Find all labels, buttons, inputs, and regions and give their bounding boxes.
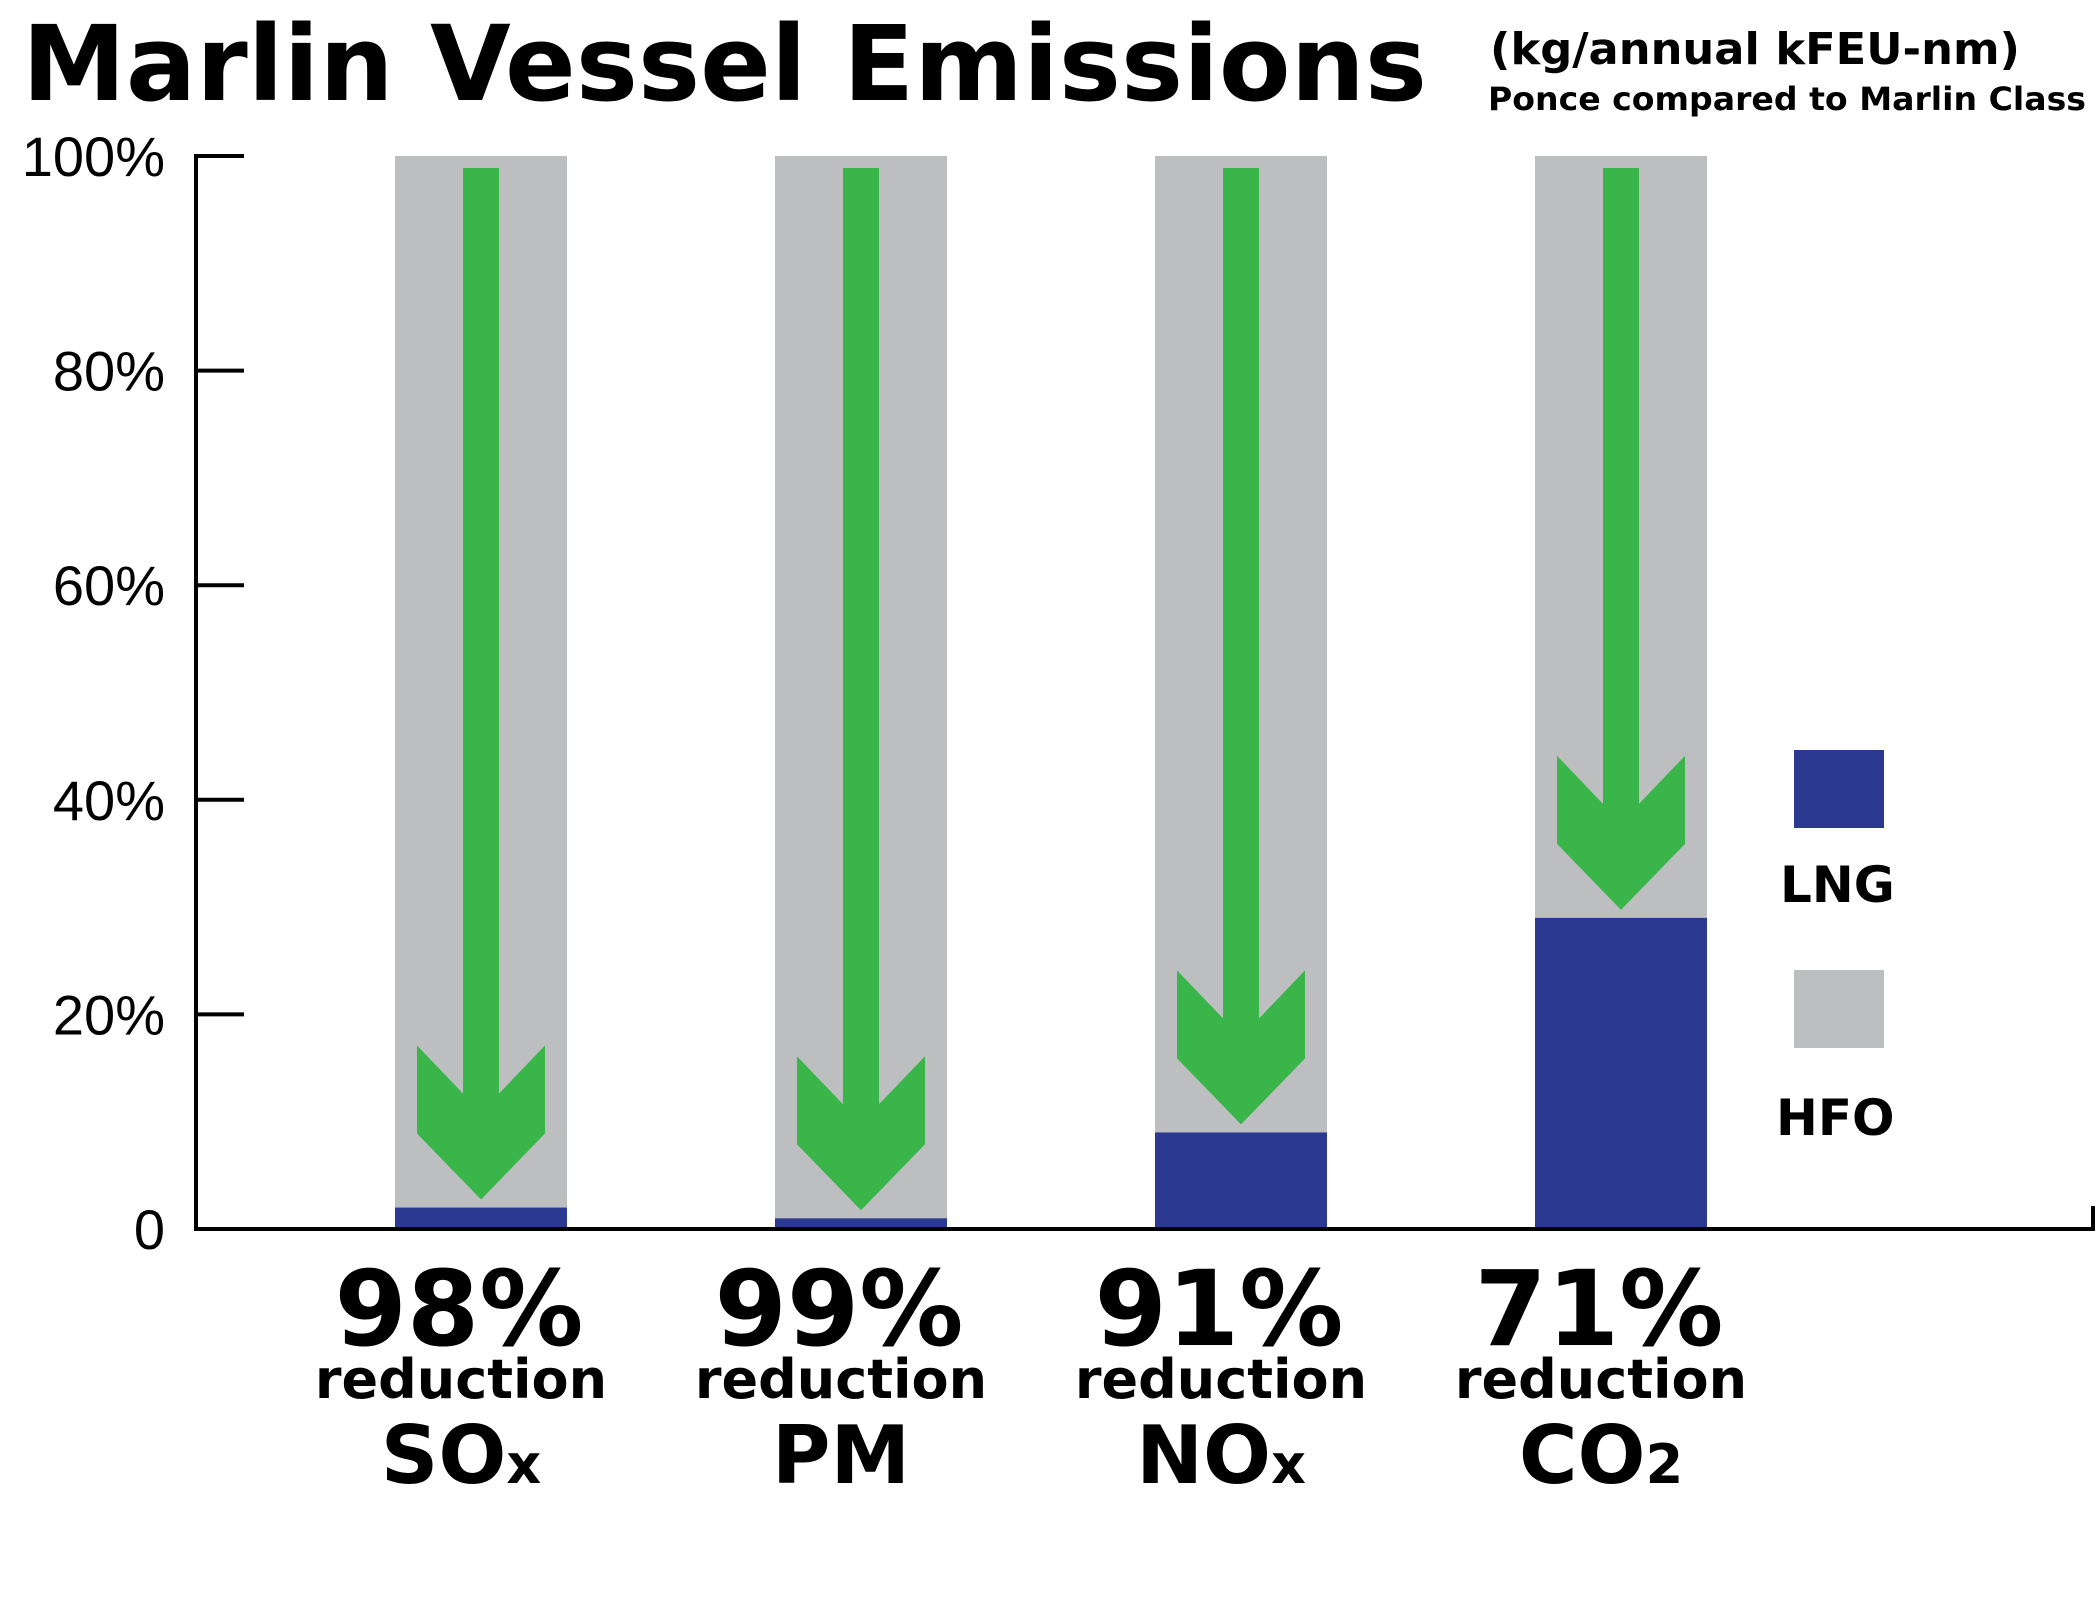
- bar-lng-1: [775, 1218, 947, 1229]
- reduction-label-0: reduction: [315, 1348, 607, 1411]
- bar-lng-2: [1155, 1132, 1327, 1229]
- reduction-arrow-2: [1177, 168, 1305, 1125]
- reduction-arrow-0: [417, 168, 545, 1200]
- reduction-arrow-3: [1557, 168, 1685, 910]
- legend-label-lng: LNG: [1780, 856, 1895, 914]
- reduction-label-2: reduction: [1075, 1348, 1367, 1411]
- y-tick-label-0: 0: [134, 1198, 165, 1261]
- reduction-percent-1: 99%: [715, 1248, 964, 1370]
- legend-label-hfo: HFO: [1776, 1089, 1895, 1147]
- reduction-label-1: reduction: [695, 1348, 987, 1411]
- reduction-percent-2: 91%: [1095, 1248, 1344, 1370]
- reduction-percent-0: 98%: [335, 1248, 584, 1370]
- pollutant-label-2: NOx: [1136, 1409, 1306, 1502]
- category-labels: 98%reductionSOx99%reductionPM91%reductio…: [315, 1248, 1747, 1502]
- chart-title: Marlin Vessel Emissions: [22, 3, 1427, 125]
- x-axis-line: [196, 1206, 2095, 1231]
- bar-lng-0: [395, 1207, 567, 1229]
- pollutant-label-0: SOx: [381, 1409, 542, 1502]
- y-tick-label-2: 40%: [53, 769, 165, 832]
- y-tick-label-3: 60%: [53, 554, 165, 617]
- axes: 0 20% 40% 60% 80% 100%: [22, 125, 2095, 1261]
- y-tick-label-5: 100%: [22, 125, 165, 188]
- pollutant-label-3: CO2: [1519, 1409, 1683, 1502]
- legend-swatch-lng: [1794, 750, 1884, 828]
- plot-area: [395, 156, 1707, 1229]
- y-tick-label-4: 80%: [53, 340, 165, 403]
- chart-subtitle-units: (kg/annual kFEU-nm): [1490, 24, 2020, 75]
- pollutant-label-1: PM: [772, 1409, 910, 1502]
- chart-subtitle-comparison: Ponce compared to Marlin Class: [1488, 80, 2086, 118]
- reduction-label-3: reduction: [1455, 1348, 1747, 1411]
- y-tick-label-1: 20%: [53, 983, 165, 1046]
- reduction-percent-3: 71%: [1475, 1248, 1724, 1370]
- legend: LNG HFO: [1776, 750, 1895, 1147]
- reduction-arrow-1: [797, 168, 925, 1211]
- legend-swatch-hfo: [1794, 970, 1884, 1048]
- bar-lng-3: [1535, 917, 1707, 1229]
